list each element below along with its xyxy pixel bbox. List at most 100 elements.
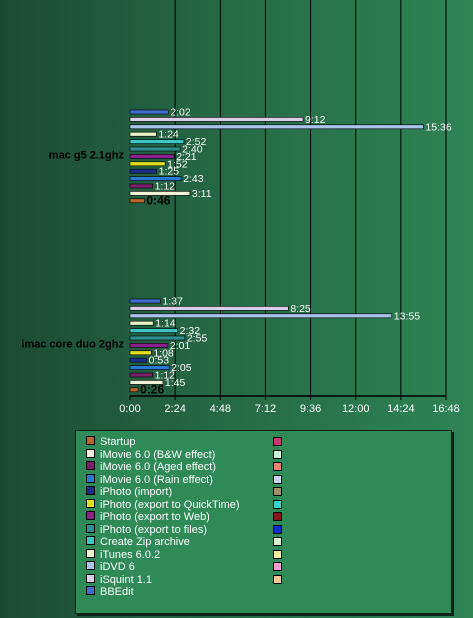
legend-label: iTunes 6.0.2: [100, 548, 161, 561]
bar: [129, 350, 152, 356]
bar: [129, 343, 169, 348]
bar: [129, 198, 145, 204]
data-label: 1:25: [159, 166, 180, 178]
legend-item: iMovie 6.0 (B&W effect): [86, 448, 216, 461]
x-tick-label: 4:48: [210, 403, 231, 415]
bar: [129, 365, 170, 370]
legend-swatch: [273, 437, 282, 446]
data-label: 2:52: [186, 136, 207, 148]
legend-item: iMovie 6.0 (Aged effect): [86, 461, 216, 473]
legend-label: iMovie 6.0 (Rain effect): [100, 473, 213, 486]
legend-swatch: [86, 498, 95, 508]
legend-swatch: [273, 512, 282, 521]
legend-swatch: [273, 462, 282, 471]
legend-swatch: [273, 524, 282, 534]
legend-swatch: [86, 473, 95, 483]
x-tick-label: 7:12: [255, 403, 276, 415]
data-label: 1:08: [153, 347, 174, 359]
data-label: 1:37: [162, 296, 183, 308]
legend-swatch: [86, 586, 95, 595]
legend-swatch: [273, 474, 282, 484]
legend-swatch: [86, 548, 95, 558]
data-label: 1:24: [158, 129, 179, 141]
data-label: 2:55: [187, 333, 208, 345]
legend-swatch: [273, 562, 282, 571]
legend-label: BBEdit: [100, 586, 134, 598]
bar: [129, 387, 139, 393]
legend-item: iMovie 6.0 (Rain effect): [86, 473, 213, 486]
legend-label: iDVD 6: [100, 561, 135, 573]
data-label: 3:11: [192, 188, 212, 200]
legend-swatch: [86, 486, 95, 495]
legend-label: iMovie 6.0 (B&W effect): [100, 448, 216, 461]
legend-swatch: [86, 561, 95, 570]
bar: [129, 131, 157, 137]
bar: [129, 183, 153, 189]
legend: Startup iMovie 6.0 (B&W effect) iMovie 6.0…: [75, 430, 452, 614]
category-label: mac g5 2.1ghz: [49, 149, 125, 161]
bar: [129, 154, 175, 159]
legend-label: iPhoto (export to QuickTime): [100, 498, 240, 511]
category-label: imac core duo 2ghz: [21, 338, 124, 350]
data-label: 8:25: [290, 303, 311, 315]
data-label: 1:52: [167, 158, 188, 170]
bar: [129, 139, 185, 144]
data-label: 1:45: [165, 377, 186, 389]
legend-label: iMovie 6.0 (Aged effect): [100, 461, 216, 473]
legend-item: iPhoto (export to Web): [86, 511, 210, 523]
bar: [129, 380, 164, 385]
legend-label: Startup: [100, 436, 136, 448]
bar: [129, 320, 154, 326]
x-tick-label: 16:48: [432, 403, 460, 415]
bar: [129, 306, 289, 311]
bar: [129, 328, 178, 333]
x-tick-label: 9:36: [300, 403, 321, 415]
legend-swatch: [273, 487, 282, 496]
legend-label: Create Zip archive: [100, 536, 190, 548]
bar: [129, 124, 424, 130]
legend-swatch: [86, 436, 95, 445]
legend-item: iPhoto (export to QuickTime): [86, 498, 240, 511]
bar: [129, 146, 181, 152]
legend-label: iSquint 1.1: [100, 573, 152, 586]
legend-swatch: [86, 573, 95, 583]
bar: [129, 168, 157, 174]
data-label: 2:05: [171, 362, 192, 374]
legend-swatch: [86, 511, 95, 520]
data-label: 0:46: [146, 193, 170, 207]
data-label: 2:02: [170, 107, 191, 119]
bar: [129, 335, 186, 341]
x-tick-label: 2:24: [164, 403, 185, 415]
legend-item: iTunes 6.0.2: [86, 548, 161, 561]
bar: [129, 109, 169, 115]
x-tick-label: 12:00: [342, 403, 370, 415]
legend-swatch: [273, 449, 282, 459]
legend-swatch: [86, 448, 95, 458]
bar: [129, 313, 393, 319]
bar: [129, 191, 191, 196]
legend-item: Startup: [86, 436, 136, 448]
bar: [129, 372, 153, 378]
bar: [129, 357, 147, 363]
data-label: 0:53: [149, 355, 170, 367]
legend-swatch: [86, 523, 95, 533]
data-label: 2:01: [170, 340, 191, 352]
legend-item: iSquint 1.1: [86, 573, 152, 586]
legend-swatch: [86, 461, 95, 470]
legend-item: iPhoto (export to files): [86, 523, 207, 536]
legend-swatch: [273, 499, 282, 509]
legend-label: iPhoto (export to files): [100, 523, 207, 536]
data-label: 2:32: [180, 325, 201, 337]
data-label: 1:12: [155, 370, 176, 382]
data-label: 9:12: [305, 114, 326, 126]
legend-item: BBEdit: [86, 586, 134, 598]
legend-swatch: [86, 536, 95, 545]
legend-swatch: [273, 574, 282, 584]
x-tick-label: 14:24: [387, 403, 415, 415]
legend-swatch: [273, 549, 282, 559]
legend-item: iDVD 6: [86, 561, 135, 573]
legend-item: iPhoto (import): [86, 486, 172, 498]
data-label: 1:14: [155, 318, 176, 330]
x-tick-label: 0:00: [119, 403, 140, 415]
